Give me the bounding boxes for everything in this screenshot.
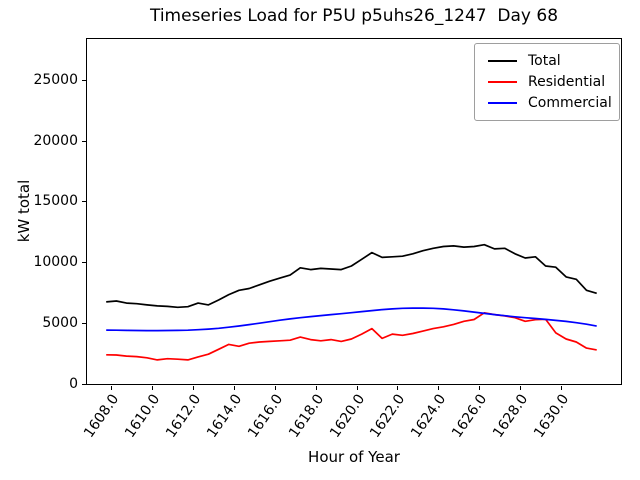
x-tick-mark [357,386,358,390]
legend-item-label: Commercial [528,94,612,111]
x-tick-mark [275,386,276,390]
series-line-residential [106,311,597,361]
x-tick-label: 1610.0 [122,391,164,441]
x-tick-mark [520,386,521,390]
x-tick-label: 1612.0 [163,391,205,441]
chart-svg [106,243,597,361]
series-line-commercial [106,307,597,332]
legend-line-sample [488,101,517,104]
x-tick-mark [234,386,235,390]
y-tick-mark [82,80,86,81]
y-tick-mark [82,262,86,263]
series-line-total [106,243,597,309]
legend: Total Residential Commercial [474,43,620,121]
y-tick-mark [82,323,86,324]
x-tick-label: 1614.0 [204,391,246,441]
x-tick-mark [561,386,562,390]
y-tick-label: 20000 [33,133,78,149]
x-tick-mark [316,386,317,390]
y-tick-label: 15000 [33,193,78,209]
x-tick-label: 1624.0 [408,391,450,441]
y-tick-label: 0 [69,376,78,392]
chart-title: Timeseries Load for P5U p5uhs26_1247 Day… [149,6,559,26]
x-tick-label: 1608.0 [81,391,123,441]
y-tick-label: 10000 [33,254,78,270]
y-tick-mark [82,201,86,202]
x-tick-label: 1628.0 [490,391,532,441]
legend-item-commercial: Commercial [475,92,619,113]
y-tick-label: 5000 [42,315,78,331]
x-tick-mark [479,386,480,390]
y-tick-mark [82,384,86,385]
x-tick-mark [111,386,112,390]
y-tick-mark [82,141,86,142]
legend-line-sample [488,59,517,62]
x-tick-label: 1630.0 [531,391,573,441]
y-axis-label: kW total [15,179,33,243]
legend-item-label: Residential [528,73,606,90]
x-tick-label: 1622.0 [367,391,409,441]
legend-item-total: Total [475,50,619,71]
legend-item-residential: Residential [475,71,619,92]
legend-item-label: Total [528,52,561,69]
x-tick-label: 1618.0 [286,391,328,441]
y-tick-label: 25000 [33,72,78,88]
x-axis-label: Hour of Year [308,448,400,466]
x-tick-label: 1616.0 [245,391,287,441]
x-tick-mark [397,386,398,390]
x-tick-mark [152,386,153,390]
legend-line-sample [488,80,517,83]
x-tick-label: 1626.0 [449,391,491,441]
x-tick-mark [193,386,194,390]
x-tick-mark [438,386,439,390]
